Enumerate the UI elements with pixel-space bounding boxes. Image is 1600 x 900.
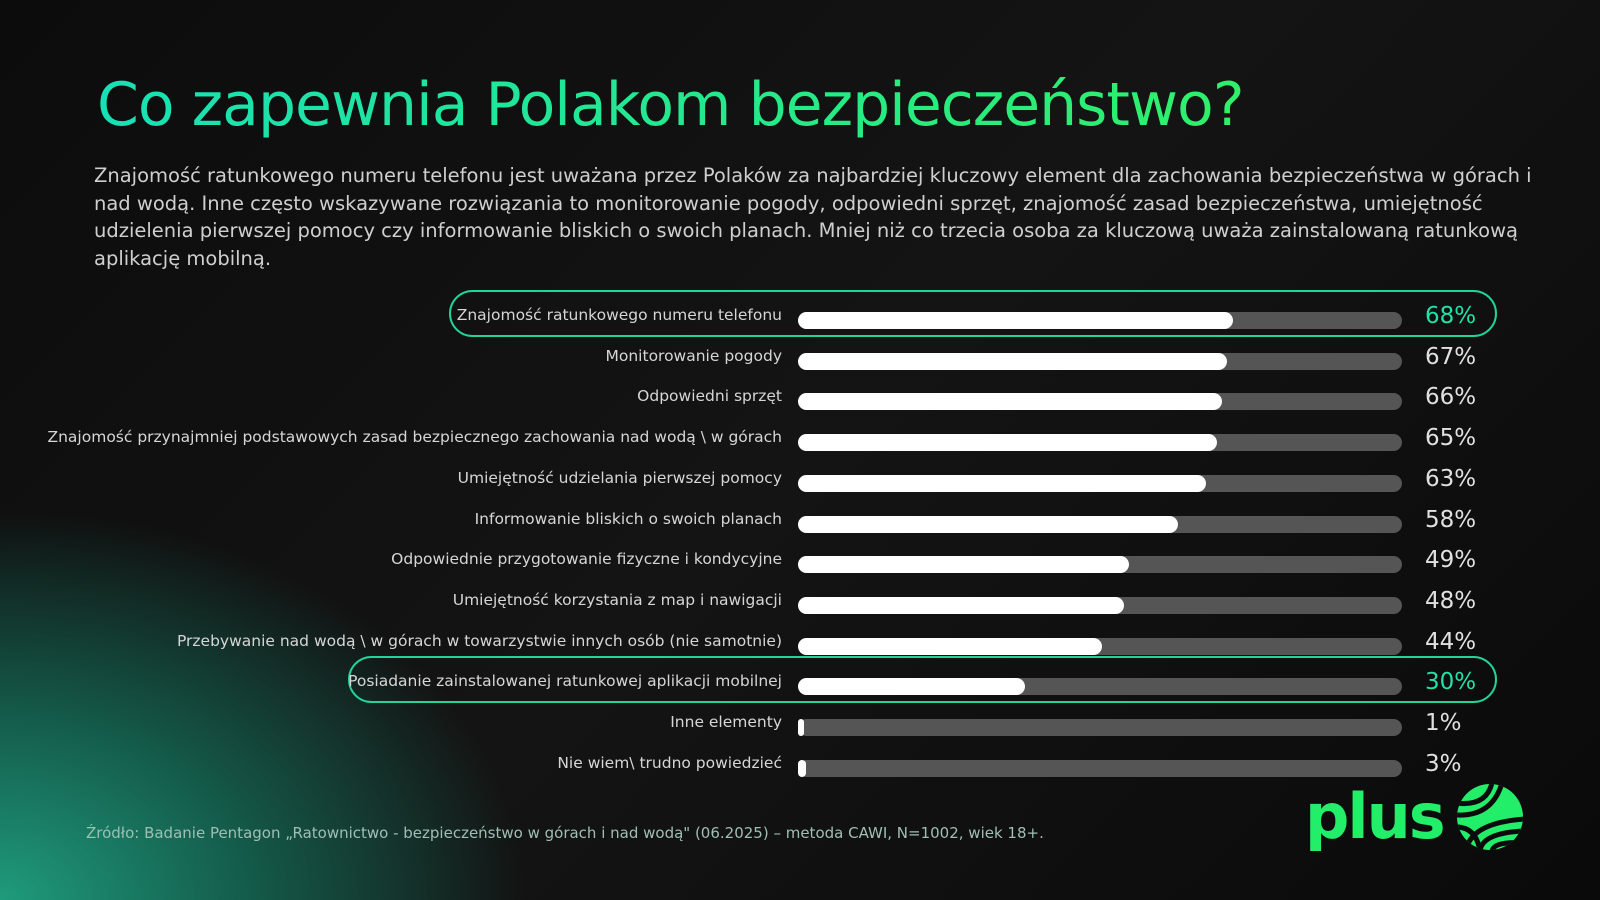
bar-label: Znajomość przynajmniej podstawowych zasa…	[47, 428, 782, 447]
bar	[798, 434, 1217, 452]
bar-label: Umiejętność korzystania z map i nawigacj…	[452, 590, 782, 609]
highlight-outline	[449, 290, 1497, 337]
bar	[798, 556, 1130, 574]
bar-track	[798, 637, 1402, 655]
logo-globe-icon	[1456, 783, 1523, 850]
bar	[798, 393, 1223, 411]
highlight-outline	[348, 656, 1497, 704]
value-label: 44%	[1425, 628, 1477, 655]
bar-track	[798, 393, 1402, 411]
value-label: 68%	[1425, 303, 1477, 329]
value-label: 65%	[1425, 425, 1477, 452]
intro-text: Znajomość ratunkowego numeru telefonu je…	[94, 164, 1532, 270]
bar-row: Znajomość ratunkowego numeru telefonu 68%	[0, 300, 1600, 340]
bar	[798, 637, 1102, 655]
bar-row: Odpowiedni sprzęt 66%	[0, 381, 1600, 421]
bar-row: Informowanie bliskich o swoich planach 58…	[0, 504, 1600, 544]
source-note: Źródło: Badanie Pentagon „Ratownictwo - …	[86, 824, 1044, 842]
bar-row: Monitorowanie pogody 67%	[0, 341, 1600, 381]
bar	[798, 515, 1179, 533]
bar-label: Informowanie bliskich o swoich planach	[474, 509, 782, 528]
bar-track	[798, 678, 1402, 696]
bar-track	[798, 352, 1402, 370]
bar-label: Posiadanie zainstalowanej ratunkowej apl…	[348, 672, 782, 691]
bar-row: Umiejętność korzystania z map i nawigacj…	[0, 585, 1600, 625]
bar-track	[798, 596, 1402, 614]
bar-label: Inne elementy	[670, 713, 782, 731]
bar-label: Odpowiedni sprzęt	[637, 387, 782, 406]
bar-row: Posiadanie zainstalowanej ratunkowej apl…	[0, 666, 1600, 706]
bar-track	[798, 434, 1402, 452]
bar-track	[798, 312, 1402, 329]
bar-label: Odpowiednie przygotowanie fizyczne i kon…	[391, 550, 782, 569]
value-label: 1%	[1425, 710, 1462, 736]
value-label: 63%	[1425, 465, 1477, 492]
bar-row: Nie wiem\ trudno powiedzieć 3%	[0, 748, 1600, 788]
value-label: 49%	[1425, 547, 1477, 574]
bar-row: Znajomość przynajmniej podstawowych zasa…	[0, 422, 1600, 462]
value-label: 30%	[1425, 669, 1477, 696]
value-label: 58%	[1425, 506, 1477, 533]
bar	[798, 352, 1228, 370]
value-label: 66%	[1425, 384, 1477, 411]
bar-track	[798, 719, 1402, 736]
bar-row: Przebywanie nad wodą \ w górach w towarz…	[0, 626, 1600, 666]
bar-row: Inne elementy 1%	[0, 707, 1600, 747]
bar-track	[798, 556, 1402, 574]
bar-label: Przebywanie nad wodą \ w górach w towarz…	[176, 631, 782, 650]
page-title: Co zapewnia Polakom bezpieczeństwo?	[97, 70, 1245, 140]
plus-logo: plus	[1305, 780, 1524, 853]
bar-label: Nie wiem\ trudno powiedzieć	[557, 753, 782, 772]
value-label: 3%	[1425, 750, 1462, 777]
bar	[798, 474, 1206, 492]
bar-label: Umiejętność udzielania pierwszej pomocy	[457, 468, 782, 487]
bar-track	[798, 474, 1402, 492]
value-label: 67%	[1425, 343, 1477, 370]
bar-row: Umiejętność udzielania pierwszej pomocy 6…	[0, 463, 1600, 503]
bar-track	[798, 515, 1402, 533]
bar-label: Monitorowanie pogody	[605, 346, 783, 365]
bar-row: Odpowiednie przygotowanie fizyczne i kon…	[0, 544, 1600, 584]
bar	[798, 312, 1233, 329]
bar-label: Znajomość ratunkowego numeru telefonu	[456, 306, 782, 324]
value-label: 48%	[1425, 587, 1477, 614]
bar	[798, 719, 804, 736]
bar	[798, 596, 1124, 614]
bar	[798, 759, 806, 777]
bar	[798, 678, 1026, 696]
logo-wordmark: plus	[1305, 780, 1446, 853]
bar-track	[798, 759, 1402, 777]
